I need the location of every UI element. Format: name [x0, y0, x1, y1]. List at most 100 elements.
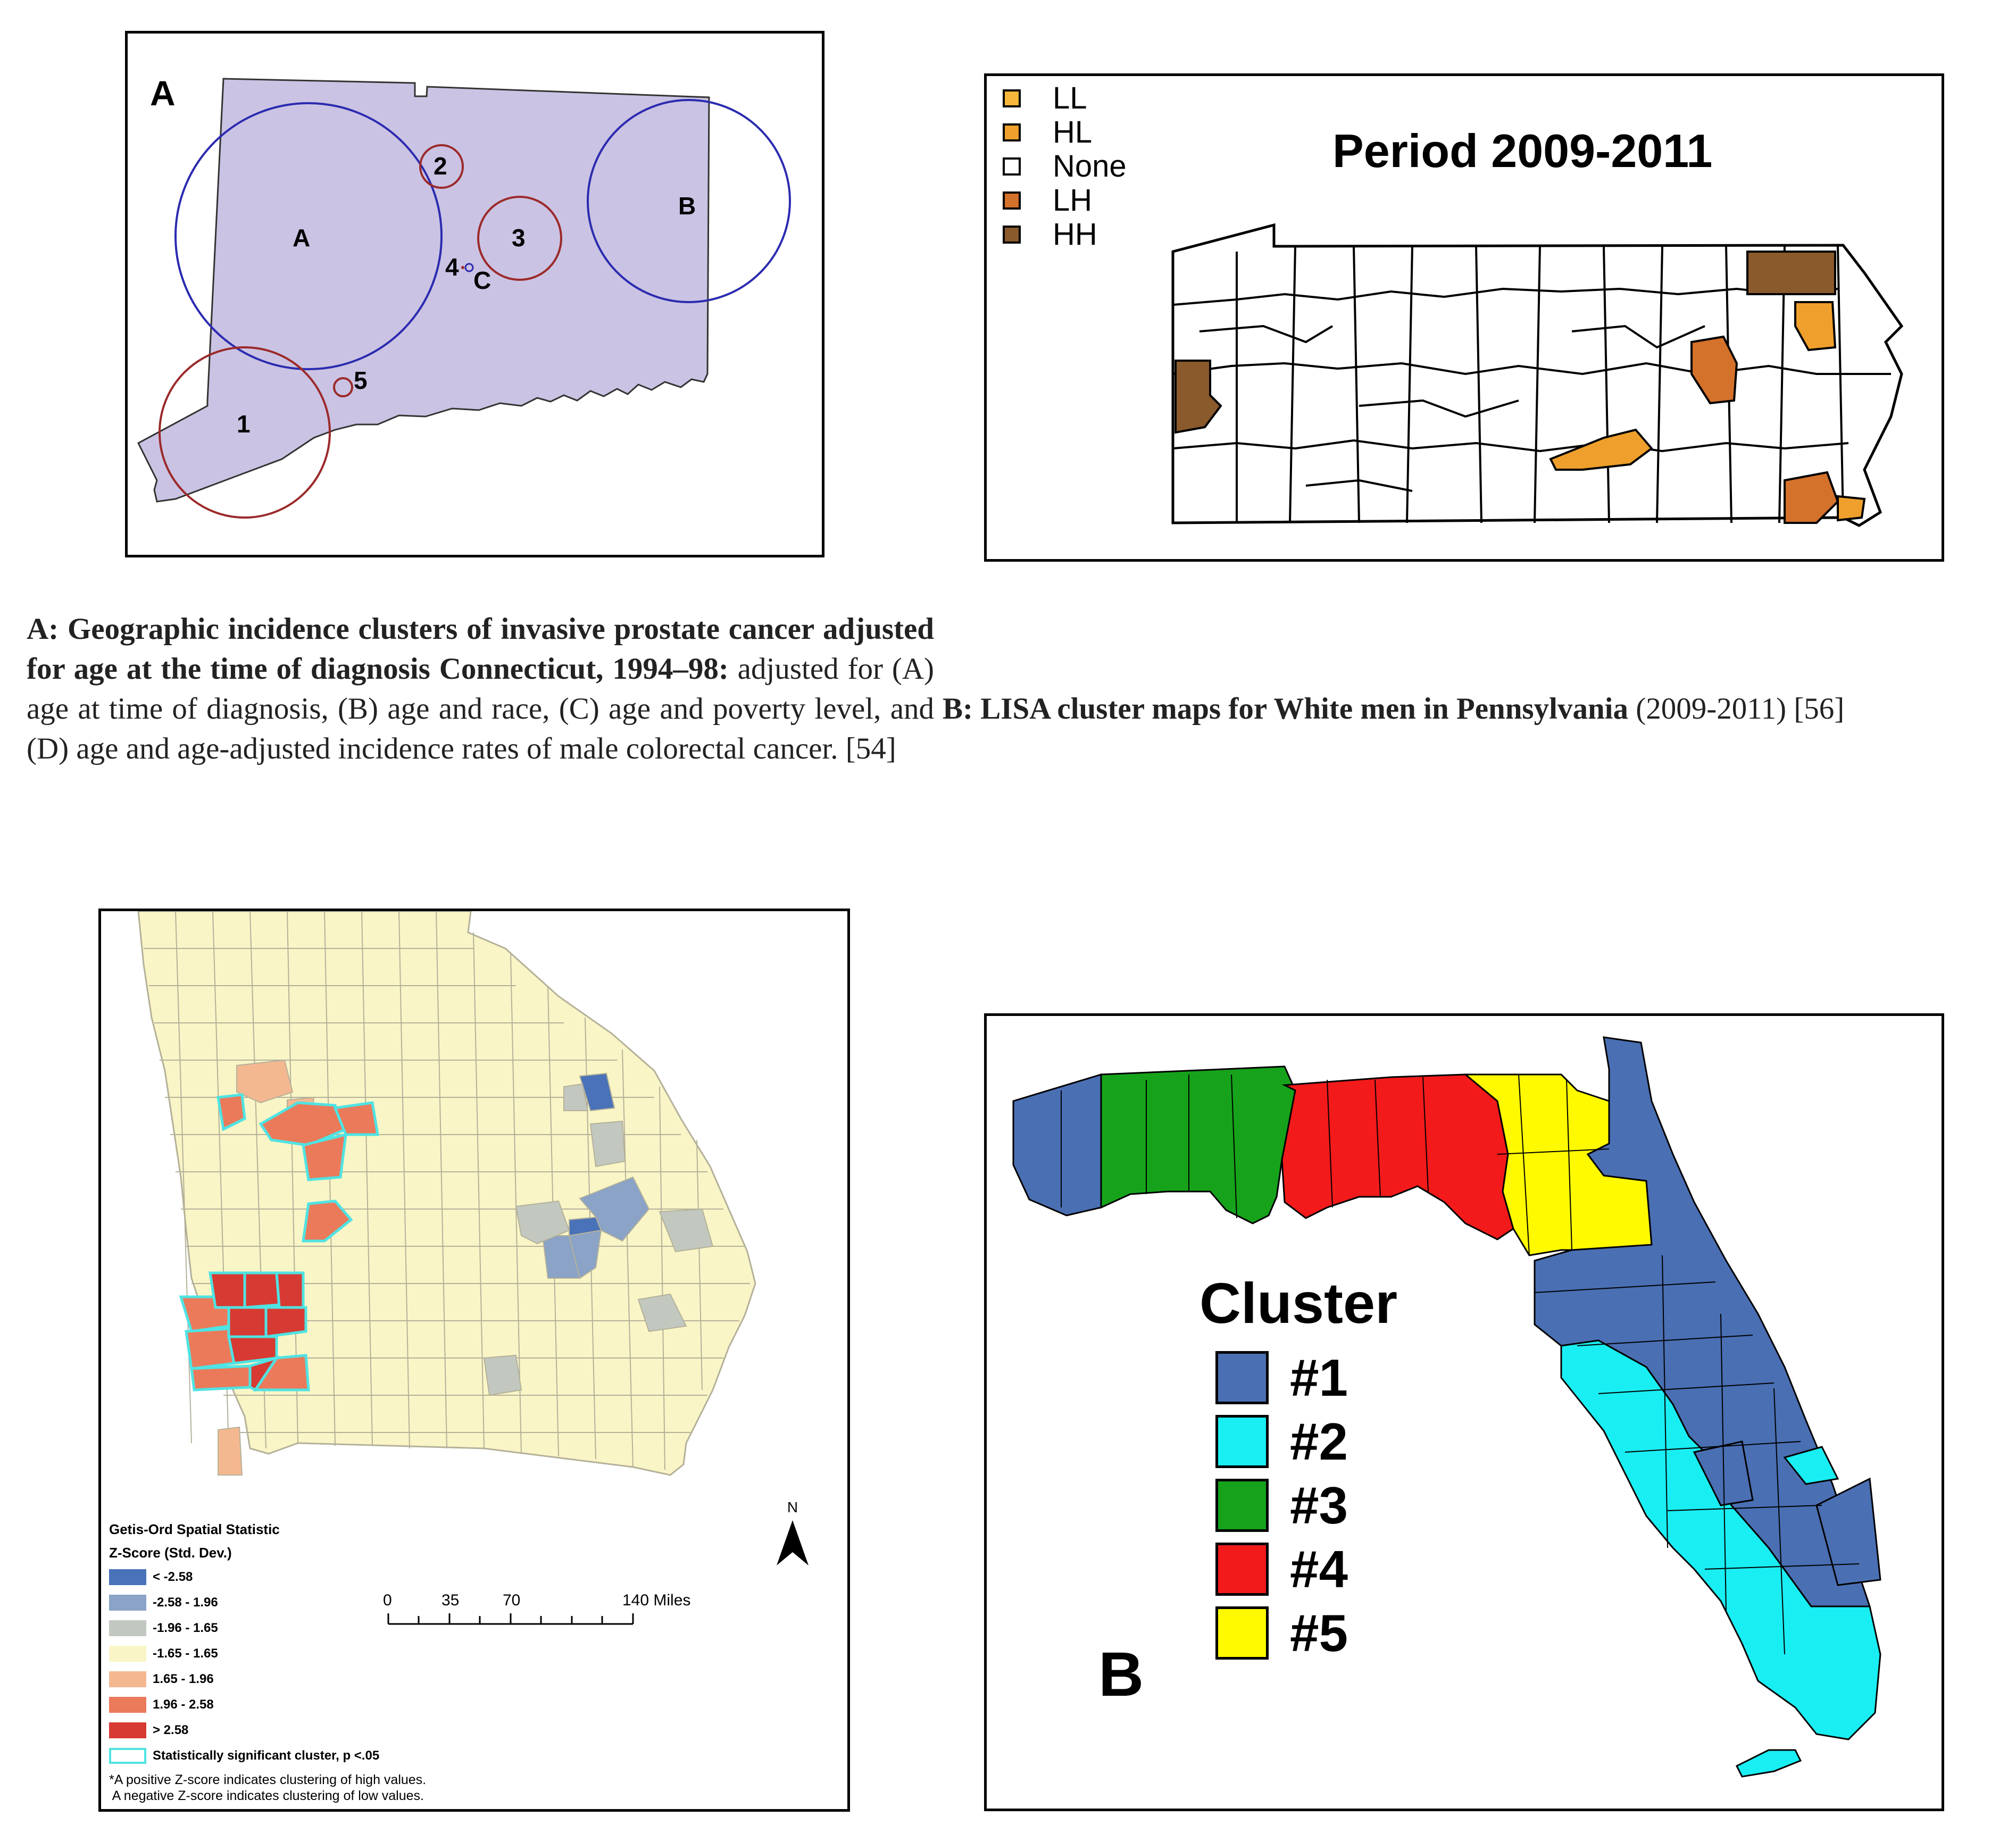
county-z-1-96-2-58 [333, 1101, 379, 1136]
panel-letter: A [150, 73, 176, 113]
cluster-circle-5 [333, 377, 353, 397]
ga-legend-item: 1.65 - 1.96 [109, 1667, 426, 1692]
county-z-gt-2-58 [248, 1355, 280, 1392]
ga-legend-title: Getis-Ord Spatial Statistic [109, 1521, 280, 1537]
county-z-neg-1-96-1-65 [515, 1200, 570, 1245]
caption-a-bold: A: Geographic incidence clusters of inva… [27, 612, 934, 686]
county-z-neg-2-58-1-96 [579, 1176, 650, 1242]
pa-legend-item: HL [1003, 115, 1127, 149]
region-cluster-2-east-coast [1783, 1446, 1839, 1485]
fl-legend-item: #4 [1215, 1537, 1397, 1601]
county-lh-central-east [1690, 335, 1738, 405]
fl-legend-item: #3 [1215, 1473, 1397, 1537]
caption-b: B: LISA cluster maps for White men in Pe… [943, 689, 2001, 729]
scale-tick-35: 35 [441, 1592, 459, 1609]
georgia-map-panel: N 0 35 70 140 Miles Getis-Ord Spatial St… [98, 909, 850, 1812]
county-boundaries [1172, 246, 1891, 523]
legend-swatch [1215, 1415, 1269, 1468]
cluster-label-A: A [293, 224, 310, 252]
caption-b-bold: B: LISA cluster maps for White men in Pe… [943, 692, 1628, 726]
north-label: N [787, 1499, 798, 1515]
legend-swatch [1003, 123, 1021, 141]
legend-label: -1.65 - 1.65 [153, 1646, 218, 1661]
caption-b-text: (2009-2011) [56] [1628, 692, 1845, 726]
legend-swatch [1215, 1543, 1269, 1596]
cluster-circle-1 [159, 346, 331, 519]
region-cluster-4 [1281, 1073, 1514, 1240]
connecticut-map: A A B C 1 2 3 4 5 [137, 73, 791, 519]
legend-swatch [109, 1595, 146, 1611]
legend-label: > 2.58 [153, 1723, 189, 1737]
north-arrow-icon [777, 1520, 809, 1565]
legend-swatch [109, 1569, 146, 1585]
scale-tick-70: 70 [503, 1592, 520, 1609]
legend-label: 1.96 - 2.58 [153, 1697, 214, 1712]
cluster-label-5: 5 [354, 366, 368, 394]
county-lh-southeast [1784, 471, 1839, 524]
county-z-gt-2-58 [243, 1271, 281, 1309]
legend-swatch [1003, 89, 1021, 107]
fl-panel-letter: B [1098, 1639, 1144, 1710]
fl-legend-item: #5 [1215, 1601, 1397, 1665]
pa-legend-item: HH [1003, 218, 1127, 252]
ga-legend-note-1: *A positive Z-score indicates clustering… [109, 1772, 427, 1787]
legend-swatch [109, 1697, 146, 1713]
county-z-1-96-2-58 [302, 1199, 353, 1243]
county-hl-south-central [1549, 428, 1653, 471]
county-z-1-65-1-96 [236, 1059, 294, 1104]
county-hh-west [1174, 360, 1222, 434]
connecticut-map-panel: A A B C 1 2 3 4 5 [125, 31, 824, 557]
cluster-circle-3 [477, 196, 562, 281]
connecticut-state-shape [137, 78, 710, 503]
ga-legend-subtitle: Z-Score (Std. Dev.) [109, 1545, 232, 1561]
legend-label: 1.65 - 1.96 [153, 1672, 214, 1686]
legend-label: #4 [1290, 1539, 1348, 1598]
county-z-1-96-2-58 [216, 1093, 246, 1131]
county-hl-northeast [1794, 301, 1837, 352]
legend-label: Statistically significant cluster, p <.0… [153, 1748, 380, 1763]
fl-legend-title: Cluster [1199, 1271, 1398, 1335]
pa-map-title: Period 2009-2011 [1332, 124, 1713, 177]
county-z-1-65-1-96 [218, 1426, 243, 1476]
legend-swatch [109, 1722, 146, 1738]
county-z-1-96-2-58 [302, 1132, 347, 1181]
cluster-label-4: 4 [445, 253, 459, 281]
ga-legend-note-2: A negative Z-score indicates clustering … [109, 1788, 424, 1803]
cluster-label-3: 3 [512, 224, 526, 252]
florida-map [1012, 1036, 1881, 1778]
significant-clusters [179, 1093, 379, 1392]
pa-legend-item: LL [1003, 81, 1127, 115]
legend-label: HH [1053, 217, 1097, 252]
legend-label: #5 [1290, 1603, 1348, 1662]
legend-label: HL [1053, 115, 1093, 149]
legend-label: #1 [1290, 1348, 1348, 1407]
pa-legend-item: LH [1003, 184, 1127, 218]
county-z-1-96-2-58 [185, 1327, 236, 1370]
region-cluster-1-south-east [1815, 1477, 1881, 1586]
legend-swatch [1215, 1606, 1269, 1660]
county-hh-northeast [1746, 251, 1836, 295]
cluster-circle-A [174, 102, 443, 370]
legend-swatch [109, 1646, 146, 1662]
legend-label: #2 [1290, 1412, 1348, 1471]
legend-swatch [1003, 191, 1021, 210]
county-lines [1061, 1074, 1860, 1655]
ga-legend-item: > 2.58 [109, 1718, 426, 1743]
ga-legend-item: -1.96 - 1.65 [109, 1615, 426, 1641]
ga-legend-item: -1.65 - 1.65 [109, 1641, 426, 1667]
legend-swatch [109, 1748, 146, 1764]
legend-label: LL [1053, 81, 1087, 115]
county-z-neg-1-96-1-65 [637, 1293, 687, 1332]
cluster-circle-2 [419, 144, 464, 189]
legend-label: LH [1053, 183, 1093, 218]
county-z-neg-1-96-1-65 [483, 1354, 522, 1396]
county-z-neg-1-96-1-65 [589, 1120, 626, 1168]
county-z-gt-2-58 [264, 1306, 307, 1338]
county-z-neg-2-58-1-96 [568, 1229, 602, 1279]
legend-swatch [1003, 157, 1021, 176]
cluster-circle-B [587, 99, 791, 303]
legend-swatch [1215, 1351, 1269, 1404]
region-cluster-2-keys [1735, 1749, 1802, 1778]
ga-legend-item: -2.58 - 1.96 [109, 1590, 426, 1615]
cluster-label-2: 2 [434, 152, 447, 180]
